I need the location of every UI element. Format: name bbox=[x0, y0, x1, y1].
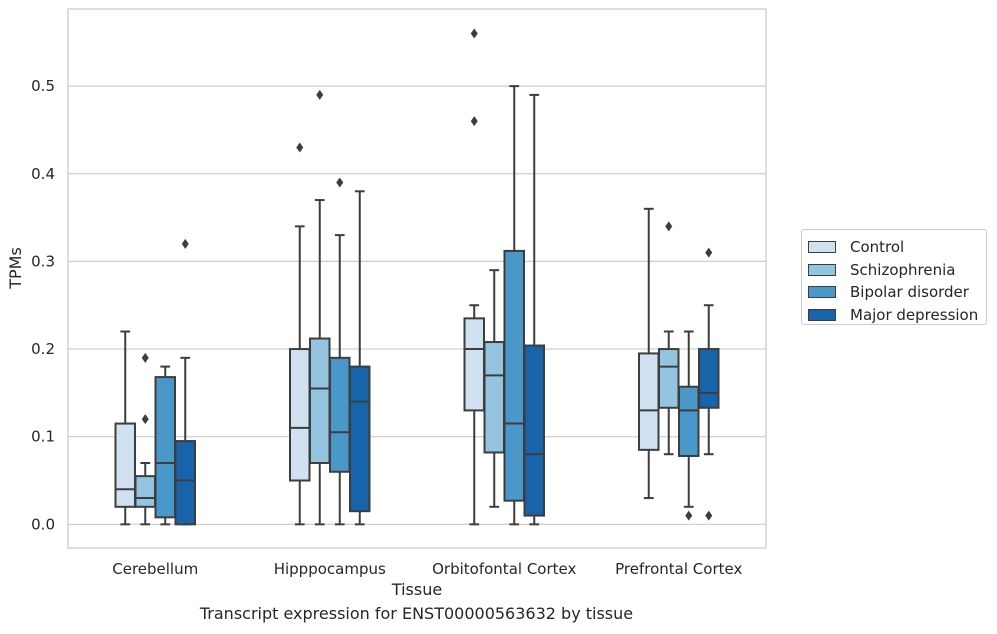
y-tick-label: 0.1 bbox=[31, 428, 55, 446]
box-bipolar-disorder bbox=[678, 330, 700, 521]
outlier-point bbox=[470, 116, 478, 127]
legend-label: Schizophrenia bbox=[850, 260, 956, 279]
legend-swatch bbox=[808, 241, 836, 254]
legend-label: Control bbox=[850, 238, 905, 257]
chart-caption: Transcript expression for ENST0000056363… bbox=[199, 604, 634, 623]
legend-label: Major depression bbox=[850, 305, 979, 324]
box-body bbox=[329, 356, 351, 473]
legend-item: Control bbox=[808, 236, 986, 259]
outlier-point bbox=[665, 221, 673, 232]
outlier-point bbox=[685, 510, 693, 521]
box-body bbox=[114, 422, 136, 508]
legend-item: Major depression bbox=[808, 304, 986, 327]
box-body bbox=[523, 344, 545, 517]
outlier-point bbox=[470, 28, 478, 39]
legend-label: Bipolar disorder bbox=[850, 283, 969, 302]
box-body bbox=[349, 365, 371, 513]
box-body bbox=[483, 341, 505, 454]
y-tick-labels: 0.0 0.1 0.2 0.3 0.4 0.5 bbox=[31, 77, 55, 533]
outlier-point bbox=[296, 142, 304, 153]
box-major-depression bbox=[349, 190, 371, 526]
legend-swatch bbox=[808, 308, 836, 321]
outlier-point bbox=[141, 352, 149, 363]
x-axis-label: Tissue bbox=[391, 580, 442, 599]
box-body bbox=[134, 475, 156, 508]
legend-swatch bbox=[808, 286, 836, 299]
box-body bbox=[638, 352, 660, 451]
box-body bbox=[463, 317, 485, 412]
y-tick-label: 0.2 bbox=[31, 340, 55, 358]
box-control bbox=[114, 330, 136, 526]
plot-frame bbox=[67, 8, 767, 549]
box-major-depression bbox=[174, 238, 196, 526]
box-body bbox=[154, 376, 176, 519]
legend: Control Schizophrenia Bipolar disorder Majo… bbox=[801, 229, 987, 325]
outlier-point bbox=[141, 414, 149, 425]
box-control bbox=[289, 142, 311, 526]
y-tick-label: 0.3 bbox=[31, 252, 55, 270]
box-schizophrenia bbox=[658, 221, 680, 456]
box-body bbox=[698, 348, 720, 409]
box-major-depression bbox=[698, 247, 720, 521]
box-control bbox=[463, 28, 485, 526]
y-tick-label: 0.4 bbox=[31, 165, 55, 183]
outlier-point bbox=[705, 247, 713, 258]
outlier-point bbox=[705, 510, 713, 521]
box-body bbox=[658, 348, 680, 409]
box-bipolar-disorder bbox=[503, 85, 525, 526]
x-tick-labels: Cerebellum Hipppocampus Orbitofontal Corte… bbox=[112, 560, 742, 578]
outlier-point bbox=[181, 238, 189, 249]
box-schizophrenia bbox=[483, 269, 505, 508]
box-bipolar-disorder bbox=[154, 365, 176, 526]
legend-item: Bipolar disorder bbox=[808, 281, 986, 304]
box-body bbox=[289, 348, 311, 482]
box-major-depression bbox=[523, 93, 545, 526]
box-body bbox=[678, 385, 700, 457]
y-tick-label: 0.0 bbox=[31, 515, 55, 533]
box-control bbox=[638, 207, 660, 500]
y-axis-label: TPMs bbox=[6, 247, 25, 290]
outlier-point bbox=[316, 89, 324, 100]
box-bipolar-disorder bbox=[329, 177, 351, 526]
x-tick-label: Orbitofontal Cortex bbox=[432, 560, 576, 578]
box-schizophrenia bbox=[309, 89, 331, 526]
box-body bbox=[174, 440, 196, 526]
x-tick-label: Hipppocampus bbox=[274, 560, 386, 578]
outlier-point bbox=[336, 177, 344, 188]
legend-item: Schizophrenia bbox=[808, 259, 986, 282]
box-body bbox=[503, 249, 525, 502]
x-tick-label: Prefrontal Cortex bbox=[615, 560, 742, 578]
box-plots bbox=[114, 28, 720, 526]
legend-swatch bbox=[808, 263, 836, 276]
y-tick-label: 0.5 bbox=[31, 77, 55, 95]
box-schizophrenia bbox=[134, 352, 156, 526]
box-body bbox=[309, 337, 331, 464]
x-tick-label: Cerebellum bbox=[112, 560, 198, 578]
